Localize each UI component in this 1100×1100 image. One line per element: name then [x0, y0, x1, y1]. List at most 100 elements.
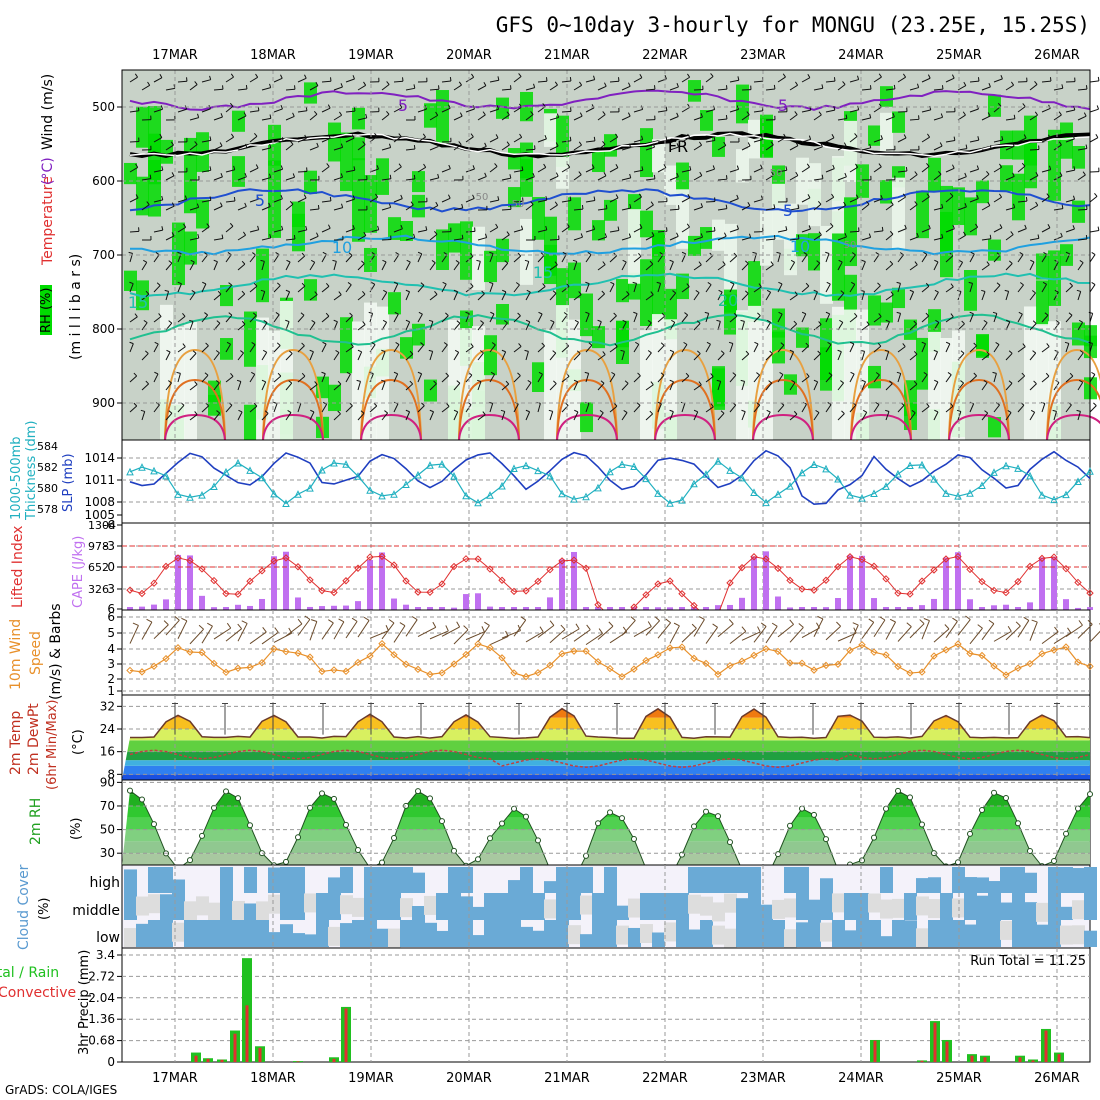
date-label-top: 21MAR	[544, 48, 590, 63]
wind-barb-flag	[554, 81, 558, 86]
cloud-cell	[508, 920, 521, 947]
wind-barb	[189, 117, 199, 121]
cloud-cell	[604, 867, 617, 893]
wind-barb	[525, 321, 531, 331]
wind-barb	[969, 108, 979, 113]
rh-marker	[691, 823, 697, 830]
wind-frame	[121, 609, 1091, 696]
wind-barb-flag	[934, 259, 939, 263]
wind-barb	[609, 405, 618, 413]
wind-barb-flag	[1060, 232, 1063, 237]
cloud-cell	[604, 920, 617, 947]
wind-barb	[261, 206, 271, 211]
surface-barb	[597, 625, 614, 640]
contour-label: 10	[790, 237, 810, 256]
surface-barb	[201, 625, 213, 644]
cloud-cell	[556, 893, 569, 920]
wind-barb	[681, 197, 691, 203]
cloud-cell	[1024, 920, 1037, 947]
wind-barb-flag	[1008, 260, 1013, 264]
wind-barb-flag	[360, 410, 365, 414]
wind-barb	[729, 255, 738, 263]
wind-barb-flag	[926, 403, 930, 407]
li-marker	[426, 588, 434, 596]
wind-barb-flag	[740, 319, 745, 322]
wind-barb	[405, 87, 415, 91]
surface-warm-contour	[262, 413, 324, 441]
wind-barb-flag	[676, 172, 679, 177]
wind-barb	[357, 117, 367, 121]
cloud-cell	[1024, 872, 1037, 893]
wind-speed-marker	[618, 672, 626, 681]
wind-barb	[789, 323, 797, 331]
cape-bar	[427, 607, 433, 610]
wind-barb-flag	[785, 166, 788, 171]
wind-barb	[993, 404, 1000, 413]
ytick-label: 3.4	[96, 948, 115, 962]
cloud-cell-light	[172, 922, 185, 942]
wind-barb-flag	[716, 319, 721, 322]
wind-barb-flag	[806, 163, 810, 168]
wind-barb-flag	[676, 143, 679, 148]
wind-barb	[477, 261, 481, 271]
wind-barb-flag	[710, 403, 714, 408]
cloud-cell	[808, 920, 821, 947]
wind-barb-flag	[780, 342, 785, 346]
wind-barb-flag	[574, 319, 579, 323]
wind-speed-marker	[906, 669, 914, 677]
temp-contour	[129, 234, 1091, 256]
cloud-cell	[1012, 920, 1025, 947]
wind-speed-marker	[678, 643, 686, 651]
wind-barb-flag	[490, 311, 495, 315]
wind-barb-flag	[976, 194, 979, 199]
surface-barb	[417, 626, 436, 637]
wind-barb	[489, 403, 494, 413]
surface-barb-flag	[952, 617, 958, 622]
thick-tick-label: 582	[37, 461, 58, 474]
wind-barb-flag	[613, 402, 618, 407]
wind-barb	[897, 405, 905, 413]
li-marker	[774, 564, 782, 573]
cape-bars	[127, 551, 1093, 610]
wind-barb	[633, 139, 643, 143]
li-marker	[162, 562, 170, 571]
wind-barb	[633, 375, 641, 383]
wind-barb-flag	[256, 195, 259, 200]
wind-barb	[249, 374, 256, 383]
wind-barb-flag	[202, 281, 207, 285]
wind-barb	[693, 116, 703, 121]
surface-barb	[213, 627, 232, 640]
wind-barb-flag	[647, 350, 652, 354]
wind-barb	[993, 139, 1003, 143]
cape-bar	[619, 607, 625, 610]
ytick-label: 8	[107, 767, 115, 781]
wind-barb-flag	[362, 321, 366, 325]
dry-plume	[736, 310, 749, 451]
surface-barb	[957, 619, 971, 636]
wind-barb-flag	[483, 81, 487, 86]
wind-barb-flag	[149, 174, 152, 179]
wind-barb	[153, 254, 160, 263]
cloud-cell	[880, 867, 893, 893]
wind-speed-marker	[822, 661, 830, 670]
wind-barb-flag	[1022, 343, 1026, 348]
wind-barb-flag	[647, 320, 652, 324]
wind-barb-flag	[934, 379, 939, 383]
wind-barb-flag	[533, 83, 536, 88]
wind-barb	[285, 353, 293, 361]
thickness-marker	[402, 480, 410, 488]
wind-barb-flag	[154, 341, 159, 345]
wind-barb	[837, 176, 847, 181]
wind-barb	[789, 413, 798, 421]
rh-blob	[304, 82, 317, 104]
wind-barb-flag	[653, 174, 656, 179]
wind-barb	[129, 197, 139, 203]
ytick-label: 2.04	[88, 991, 115, 1005]
wind-barb-flag	[311, 319, 316, 323]
surface-barb	[753, 626, 767, 643]
wind-speed-marker	[786, 659, 794, 667]
wind-barb	[333, 261, 337, 271]
wind-barb-flag	[332, 259, 337, 262]
wind-barb-flag	[220, 113, 223, 118]
wind-barb	[501, 144, 510, 151]
